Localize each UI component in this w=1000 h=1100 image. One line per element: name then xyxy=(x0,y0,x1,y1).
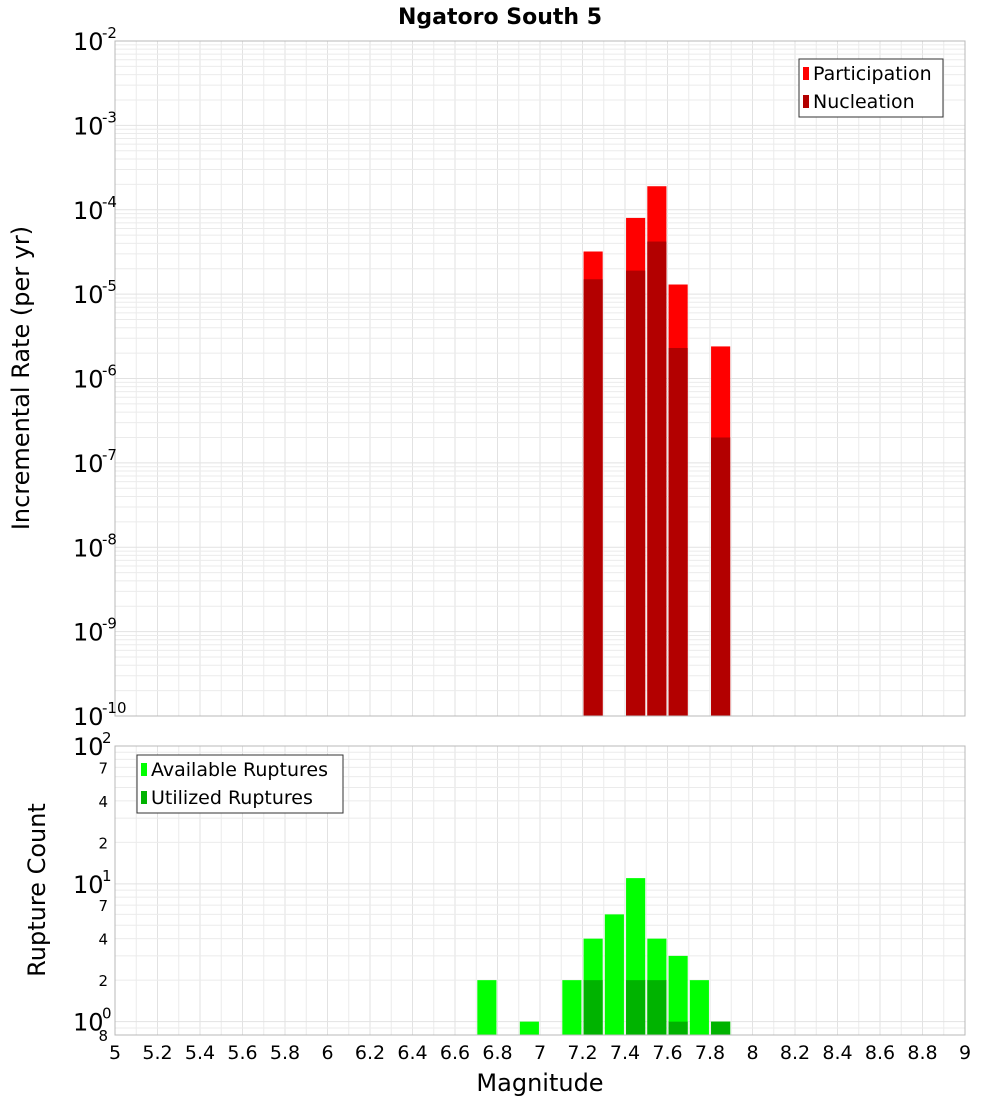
rate-y-tick-label: 10 xyxy=(73,112,104,140)
rate-y-tick-label: 10 xyxy=(73,534,104,562)
rate-y-tick-label: 10 xyxy=(73,366,104,394)
count-bar-utilized-ruptures xyxy=(583,980,603,1035)
rate-panel-y-ticks: 10-210-310-410-510-610-710-810-910-10 xyxy=(73,24,127,731)
rate-y-tick-label: 10 xyxy=(73,450,104,478)
count-bar-utilized-ruptures xyxy=(668,1021,688,1035)
x-tick-label: 5.4 xyxy=(185,1042,215,1064)
count-bar-available-ruptures xyxy=(689,980,709,1035)
count-y-tick-exponent: 0 xyxy=(102,1005,112,1023)
x-tick-label: 6.2 xyxy=(355,1042,385,1064)
rate-legend-swatch xyxy=(803,67,809,80)
rate-bar-nucleation xyxy=(647,241,667,717)
count-legend-swatch xyxy=(141,763,147,776)
chart-title: Ngatoro South 5 xyxy=(398,5,602,30)
rate-y-tick-label: 10 xyxy=(73,197,104,225)
rate-bar-nucleation xyxy=(626,270,646,716)
count-y-tick-label: 2 xyxy=(98,972,108,990)
rate-bar-nucleation xyxy=(583,279,603,716)
rate-legend-box xyxy=(798,58,944,118)
x-tick-label: 7.8 xyxy=(695,1042,725,1064)
x-axis-label: Magnitude xyxy=(476,1069,603,1097)
x-tick-label: 6.4 xyxy=(397,1042,427,1064)
rate-y-tick-exponent: -7 xyxy=(102,446,117,464)
x-tick-label: 6.6 xyxy=(440,1042,470,1064)
rate-panel-grid xyxy=(114,40,966,717)
rate-panel: 10-210-310-410-510-610-710-810-910-10 In… xyxy=(7,24,966,731)
count-y-tick-label: 7 xyxy=(98,759,108,777)
x-tick-label: 8.2 xyxy=(780,1042,810,1064)
rate-panel-bars xyxy=(583,186,731,717)
x-tick-label: 8.4 xyxy=(822,1042,852,1064)
x-ticks: 5 5.2 5.4 5.6 5.8 6 6.2 6.4 6.6 6.8 7 7.2 7.4 7.6 7.8 8… xyxy=(109,1042,971,1064)
rate-legend: Participation Nucleation xyxy=(798,58,944,118)
count-legend: Available Ruptures Utilized Ruptures xyxy=(136,754,344,814)
count-bar-utilized-ruptures xyxy=(711,1021,731,1035)
count-y-tick-label: 8 xyxy=(98,1027,108,1045)
count-bar-utilized-ruptures xyxy=(626,980,646,1035)
x-tick-label: 5.8 xyxy=(270,1042,300,1064)
count-y-tick-label: 7 xyxy=(98,897,108,915)
count-legend-swatch xyxy=(141,791,147,804)
x-tick-label: 7 xyxy=(534,1042,546,1064)
count-bar-available-ruptures xyxy=(668,955,688,1035)
count-y-tick-exponent: 1 xyxy=(102,867,112,885)
x-tick-label: 8.8 xyxy=(907,1042,937,1064)
rate-legend-swatch xyxy=(803,95,809,108)
count-y-tick-label: 10 xyxy=(73,871,104,899)
rate-y-tick-exponent: -3 xyxy=(102,108,117,126)
count-legend-box xyxy=(136,754,344,814)
x-tick-label: 5.2 xyxy=(142,1042,172,1064)
rate-y-tick-label: 10 xyxy=(73,281,104,309)
x-tick-label: 8 xyxy=(746,1042,758,1064)
count-y-tick-exponent: 2 xyxy=(102,729,112,747)
count-panel-frame xyxy=(114,745,966,1036)
rate-legend-label: Participation xyxy=(813,63,932,85)
count-y-tick-label: 4 xyxy=(98,931,108,949)
rate-legend-label: Nucleation xyxy=(813,91,915,113)
rate-y-tick-exponent: -10 xyxy=(102,699,127,717)
rate-bar-nucleation xyxy=(668,347,688,716)
count-bar-available-ruptures xyxy=(562,980,582,1035)
rate-y-tick-label: 10 xyxy=(73,619,104,647)
x-tick-label: 7.6 xyxy=(652,1042,682,1064)
count-y-tick-label: 10 xyxy=(73,1009,104,1037)
rate-y-tick-exponent: -6 xyxy=(102,362,117,380)
x-tick-label: 9 xyxy=(959,1042,971,1064)
count-legend-label: Utilized Ruptures xyxy=(151,787,313,809)
rate-y-tick-exponent: -4 xyxy=(102,193,117,211)
rate-y-axis-label: Incremental Rate (per yr) xyxy=(7,226,35,530)
rate-y-tick-exponent: -9 xyxy=(102,615,117,633)
count-bar-available-ruptures xyxy=(477,980,497,1035)
x-tick-label: 6 xyxy=(321,1042,333,1064)
rate-y-tick-label: 10 xyxy=(73,28,104,56)
x-tick-label: 5 xyxy=(109,1042,121,1064)
x-tick-label: 5.6 xyxy=(227,1042,257,1064)
count-y-tick-label: 2 xyxy=(98,834,108,852)
x-tick-label: 6.8 xyxy=(482,1042,512,1064)
count-legend-label: Available Ruptures xyxy=(151,759,328,781)
rate-y-tick-exponent: -8 xyxy=(102,530,117,548)
count-y-tick-label: 10 xyxy=(73,733,104,761)
count-y-tick-label: 4 xyxy=(98,793,108,811)
rate-y-tick-exponent: -5 xyxy=(102,277,117,295)
rate-panel-frame xyxy=(114,40,966,717)
rate-y-tick-label: 10 xyxy=(73,703,104,731)
count-y-axis-label: Rupture Count xyxy=(23,803,51,977)
count-bar-available-ruptures xyxy=(519,1021,539,1035)
count-panel-bars xyxy=(477,878,731,1035)
x-tick-label: 7.2 xyxy=(567,1042,597,1064)
rate-bar-nucleation xyxy=(711,437,731,716)
x-tick-label: 7.4 xyxy=(610,1042,640,1064)
count-bar-utilized-ruptures xyxy=(647,980,667,1035)
x-tick-label: 8.6 xyxy=(865,1042,895,1064)
count-bar-available-ruptures xyxy=(604,914,624,1035)
rate-y-tick-exponent: -2 xyxy=(102,24,117,42)
